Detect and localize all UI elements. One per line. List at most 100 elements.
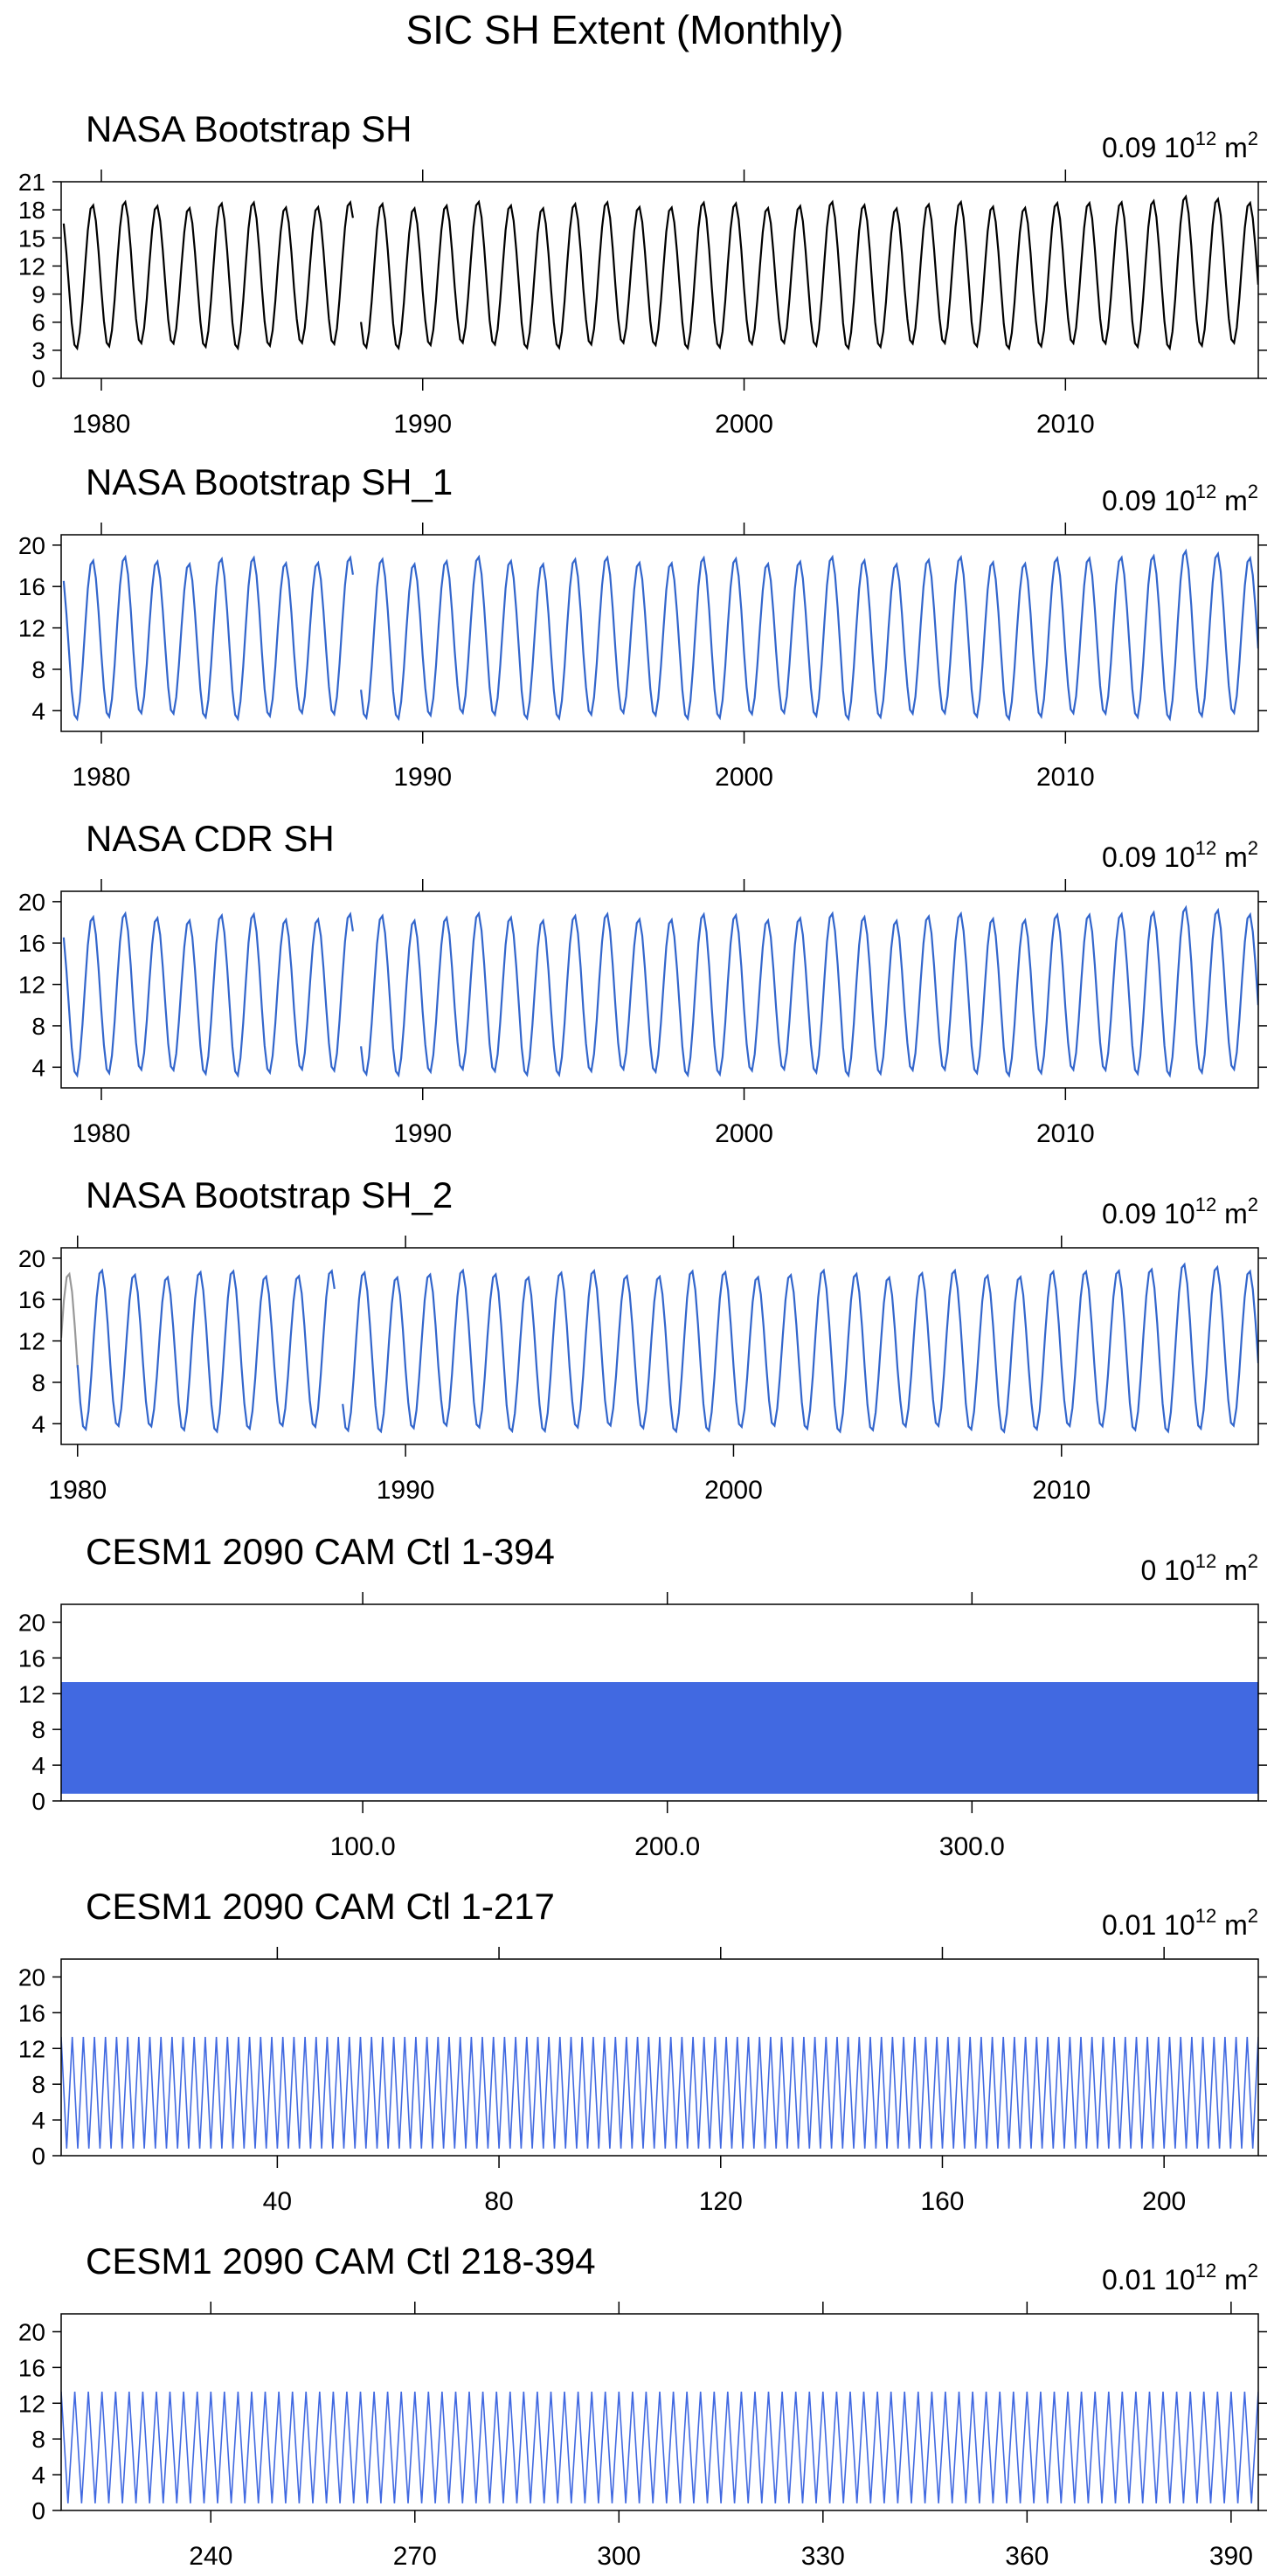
y-tick-label: 16	[18, 1999, 45, 2026]
y-tick-label: 16	[18, 2354, 45, 2381]
y-tick-label: 0	[31, 365, 45, 392]
y-tick-label: 20	[18, 1963, 45, 1991]
plot-frame	[60, 534, 1259, 732]
series-line	[62, 194, 1258, 351]
series-line	[61, 2036, 1258, 2149]
x-tick-label: 160	[920, 2187, 964, 2216]
y-tick-label: 12	[18, 2035, 45, 2062]
y-tick-label: 0	[31, 2497, 45, 2524]
panel-stat-label: 0.09 1012 m2	[1102, 481, 1258, 516]
x-tick-label: 1980	[73, 1119, 131, 1148]
y-tick-label: 0	[31, 1788, 45, 1815]
y-tick-label: 20	[18, 2318, 45, 2345]
figure-title: SIC SH Extent (Monthly)	[405, 7, 843, 52]
x-tick-label: 2000	[704, 1476, 763, 1505]
x-tick-label: 40	[263, 2187, 292, 2216]
y-tick-label: 16	[18, 1645, 45, 1672]
panel-stat-label: 0 1012 m2	[1140, 1550, 1258, 1586]
x-tick-label: 200	[1142, 2187, 1186, 2216]
y-tick-label: 4	[31, 697, 45, 724]
panel-stat-label: 0.09 1012 m2	[1102, 837, 1258, 873]
x-tick-label: 300.0	[939, 1832, 1005, 1861]
panel-title: NASA Bootstrap SH	[86, 108, 412, 149]
series-group	[62, 904, 1258, 1078]
x-tick-label: 2000	[715, 410, 773, 439]
y-tick-label: 8	[31, 1716, 45, 1743]
y-tick-label: 3	[31, 337, 45, 364]
panel-stat-label: 0.01 1012 m2	[1102, 2260, 1258, 2296]
series-group	[62, 194, 1258, 351]
series-line	[62, 548, 1258, 722]
chart-panel-3: NASA CDR SH 0.09 1012 m2 4 8 12 16 20 1980 1990 2…	[18, 818, 1267, 1148]
x-tick-label: 1990	[377, 1476, 435, 1505]
panels: NASA Bootstrap SH 0.09 1012 m203691215182…	[18, 108, 1267, 2571]
y-tick-label: 20	[18, 532, 45, 559]
x-tick-label: 330	[801, 2542, 845, 2571]
y-tick-label: 8	[31, 656, 45, 683]
chart-panel-6: CESM1 2090 CAM Ctl 1-217 0.01 1012 m2 0 4 8 1…	[18, 1886, 1267, 2216]
x-tick-label: 390	[1209, 2542, 1253, 2571]
chart-panel-7: CESM1 2090 CAM Ctl 218-394 0.01 1012 m2 0 4…	[18, 2240, 1267, 2571]
y-tick-label: 12	[18, 1680, 45, 1707]
x-tick-label: 80	[484, 2187, 513, 2216]
x-tick-label: 1990	[393, 763, 452, 792]
y-tick-label: 8	[31, 2071, 45, 2098]
series-group	[61, 2391, 1258, 2503]
y-tick-label: 16	[18, 930, 45, 957]
plot-frame	[60, 1958, 1259, 2157]
x-tick-label: 2000	[715, 763, 773, 792]
y-tick-label: 20	[18, 1609, 45, 1636]
series-group	[62, 548, 1258, 722]
x-tick-label: 360	[1005, 2542, 1049, 2571]
panel-title: CESM1 2090 CAM Ctl 1-217	[86, 1886, 555, 1927]
x-tick-label: 2010	[1032, 1476, 1091, 1505]
series-group	[61, 1681, 1258, 1794]
panel-title: NASA Bootstrap SH_2	[86, 1174, 453, 1215]
panel-title: CESM1 2090 CAM Ctl 218-394	[86, 2240, 596, 2282]
chart-panel-5: CESM1 2090 CAM Ctl 1-394 0 1012 m2 0 4 8 12 16…	[18, 1531, 1267, 1861]
x-tick-label: 200.0	[634, 1832, 700, 1861]
chart-panel-4: NASA Bootstrap SH_2 0.09 1012 m2 4 8 12 16 201…	[18, 1174, 1267, 1505]
y-tick-label: 12	[18, 1328, 45, 1355]
y-tick-label: 0	[31, 2143, 45, 2170]
y-tick-label: 8	[31, 2426, 45, 2453]
plot-frame	[60, 181, 1259, 379]
x-tick-label: 2010	[1036, 763, 1095, 792]
y-tick-label: 18	[18, 197, 45, 224]
series-line	[61, 1681, 1258, 1794]
panel-stat-label: 0.01 1012 m2	[1102, 1905, 1258, 1941]
y-tick-label: 16	[18, 1286, 45, 1313]
y-tick-label: 4	[31, 1752, 45, 1779]
y-tick-label: 9	[31, 281, 45, 308]
panel-stat-label: 0.09 1012 m2	[1102, 128, 1258, 163]
y-tick-label: 4	[31, 1054, 45, 1081]
series-line	[61, 1271, 79, 1368]
plot-frame	[60, 1247, 1259, 1445]
y-tick-label: 8	[31, 1369, 45, 1396]
x-tick-label: 2010	[1036, 410, 1095, 439]
x-tick-label: 300	[597, 2542, 641, 2571]
series-line	[61, 2391, 1258, 2503]
x-tick-label: 120	[699, 2187, 743, 2216]
y-tick-label: 4	[31, 2462, 45, 2489]
x-tick-label: 2000	[715, 1119, 773, 1148]
y-tick-label: 4	[31, 1410, 45, 1437]
panel-stat-label: 0.09 1012 m2	[1102, 1194, 1258, 1229]
y-tick-label: 12	[18, 972, 45, 999]
series-group	[61, 2036, 1258, 2149]
plot-frame	[60, 1603, 1259, 1802]
series-line	[76, 1262, 1258, 1434]
y-tick-label: 15	[18, 225, 45, 252]
x-tick-label: 1990	[393, 410, 452, 439]
y-tick-label: 8	[31, 1013, 45, 1040]
y-tick-label: 12	[18, 253, 45, 280]
y-tick-label: 20	[18, 889, 45, 916]
plot-frame	[60, 2313, 1259, 2511]
x-tick-label: 1980	[73, 410, 131, 439]
x-tick-label: 1980	[73, 763, 131, 792]
chart-panel-2: NASA Bootstrap SH_1 0.09 1012 m2481216201…	[18, 461, 1267, 792]
y-tick-label: 6	[31, 309, 45, 336]
x-tick-label: 1980	[48, 1476, 107, 1505]
